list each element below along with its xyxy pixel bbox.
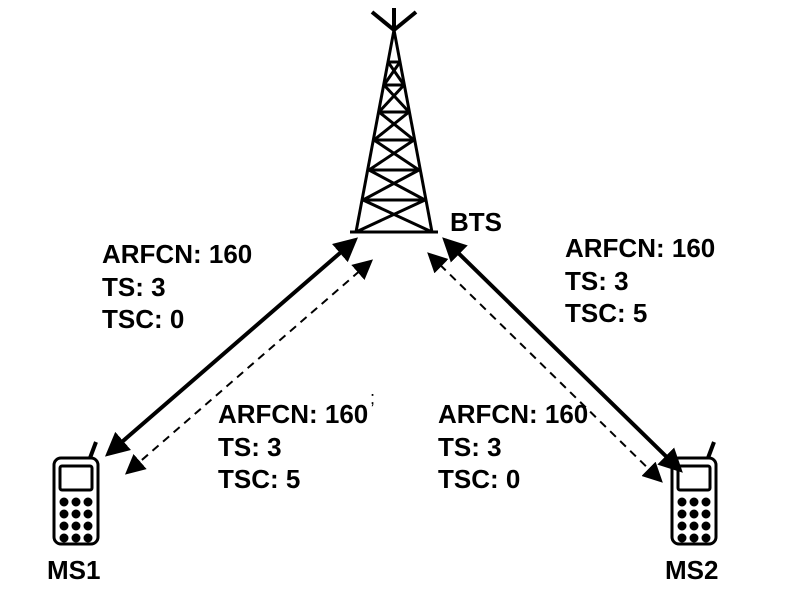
param-line: TS: 3 xyxy=(438,432,502,462)
param-line: ARFCN: 160 xyxy=(438,399,588,429)
param-line: TSC: 5 xyxy=(218,464,300,494)
stray-mark: ; xyxy=(370,388,375,408)
ms1-label: MS1 xyxy=(47,554,100,587)
ms2-phone-icon xyxy=(672,442,716,544)
param-line: TS: 3 xyxy=(565,266,629,296)
ms1-phone-icon xyxy=(54,442,98,544)
bts-label: BTS xyxy=(450,206,502,239)
ms2-label: MS2 xyxy=(665,554,718,587)
param-line: TS: 3 xyxy=(218,432,282,462)
left-dashed-params: ARFCN: 160 TS: 3 TSC: 5 xyxy=(218,398,368,496)
right-solid-params: ARFCN: 160 TS: 3 TSC: 5 xyxy=(565,232,715,330)
right-dashed-params: ARFCN: 160 TS: 3 TSC: 0 xyxy=(438,398,588,496)
param-line: ARFCN: 160 xyxy=(565,233,715,263)
param-line: ARFCN: 160 xyxy=(102,239,252,269)
param-line: TSC: 5 xyxy=(565,298,647,328)
param-line: TS: 3 xyxy=(102,272,166,302)
left-solid-params: ARFCN: 160 TS: 3 TSC: 0 xyxy=(102,238,252,336)
param-line: ARFCN: 160 xyxy=(218,399,368,429)
param-line: TSC: 0 xyxy=(102,304,184,334)
bts-tower-icon xyxy=(350,8,438,232)
param-line: TSC: 0 xyxy=(438,464,520,494)
